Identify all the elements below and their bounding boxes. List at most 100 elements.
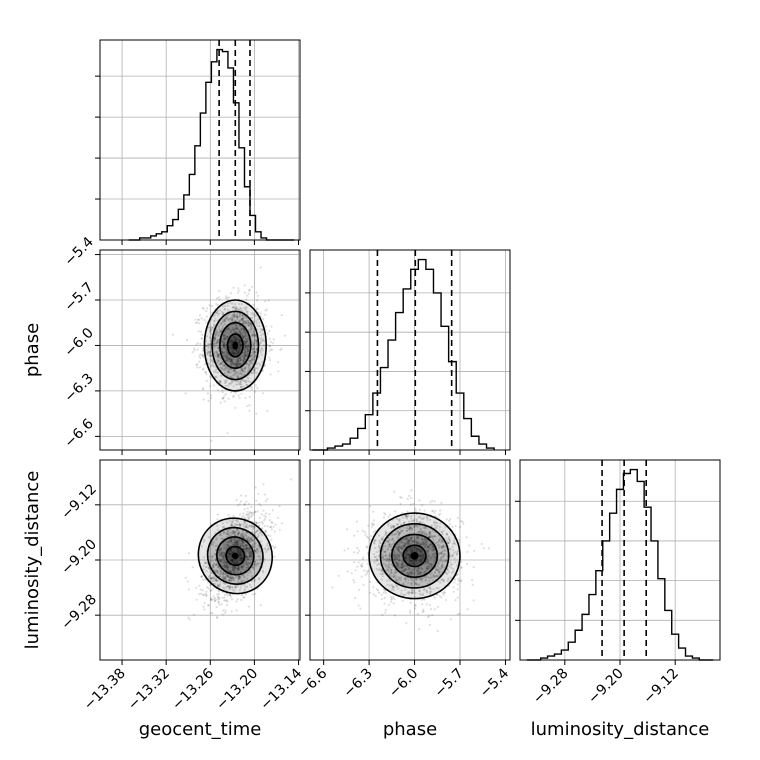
joint-phase-luminosity-distance-point-924 [398,556,401,559]
joint-phase-luminosity-distance-point-280 [430,536,433,539]
joint-geocent-time-luminosity-distance-point-1360 [248,569,252,572]
joint-geocent-time-phase-point-280 [206,352,209,355]
joint-geocent-time-luminosity-distance-point-133 [219,570,222,573]
joint-geocent-time-phase-point-21 [247,337,250,340]
joint-geocent-time-luminosity-distance-point-529 [271,509,274,512]
joint-phase-luminosity-distance-point-849 [429,556,432,560]
joint-geocent-time-phase-point-921 [221,305,224,308]
joint-geocent-time-luminosity-distance-point-34 [219,570,222,573]
joint-geocent-time-phase-point-1173 [202,398,205,401]
joint-geocent-time-luminosity-distance-point-96 [229,531,232,535]
joint-geocent-time-phase-point-690 [239,331,242,334]
joint-geocent-time-phase-point-1189 [249,322,252,325]
joint-phase-luminosity-distance-point-831 [400,592,403,595]
joint-geocent-time-luminosity-distance-point-761 [238,539,241,542]
joint-phase-luminosity-distance-point-516 [440,596,443,599]
joint-geocent-time-luminosity-distance-point-1010 [235,600,238,603]
joint-geocent-time-phase-point-849 [234,380,237,383]
joint-geocent-time-luminosity-distance-point-280 [255,563,259,566]
joint-geocent-time-luminosity-distance-point-202 [226,600,229,603]
joint-geocent-time-luminosity-distance-point-720 [210,577,213,580]
joint-phase-luminosity-distance-point-978 [435,575,438,578]
joint-geocent-time-luminosity-distance-point-578 [224,545,227,548]
joint-phase-luminosity-distance-point-491 [456,553,459,556]
joint-phase-luminosity-distance-point-1030 [429,544,432,547]
joint-geocent-time-phase-point-99 [238,346,241,349]
joint-geocent-time-phase-point-1370 [236,291,239,294]
joint-geocent-time-luminosity-distance-point-195 [243,549,246,552]
joint-geocent-time-luminosity-distance-point-416 [242,534,245,538]
joint-phase-luminosity-distance-point-1479 [439,509,442,512]
joint-geocent-time-phase-point-726 [221,351,224,355]
joint-geocent-time-phase-point-78 [217,354,220,358]
joint-geocent-time-phase-point-978 [232,362,235,365]
joint-geocent-time-luminosity-distance-point-1110 [229,594,232,597]
joint-geocent-time-phase-point-611 [219,362,223,365]
joint-phase-luminosity-distance-point-576 [431,555,434,558]
joint-geocent-time-phase-point-736 [237,361,240,364]
joint-phase-luminosity-distance-point-311 [410,561,413,564]
joint-geocent-time-phase-point-227 [238,363,241,367]
joint-phase-luminosity-distance-point-946 [412,572,415,575]
joint-phase-luminosity-distance-point-784 [390,588,394,591]
joint-geocent-time-luminosity-distance-point-1376 [231,560,234,564]
joint-phase-luminosity-distance-point-1061 [415,547,418,551]
joint-geocent-time-luminosity-distance-point-584 [227,530,230,534]
joint-phase-luminosity-distance-point-1475 [416,613,419,616]
joint-phase-luminosity-distance-point-532 [410,549,413,553]
joint-geocent-time-phase-point-762 [198,355,201,358]
joint-phase-luminosity-distance-point-554 [432,535,435,538]
joint-phase-luminosity-distance-point-716 [435,567,438,570]
joint-phase-luminosity-distance-point-180 [392,596,395,599]
joint-geocent-time-phase-point-875 [226,335,229,339]
joint-phase-luminosity-distance-point-227 [423,547,426,550]
joint-phase-luminosity-distance-point-821 [426,516,429,519]
joint-phase-luminosity-distance-point-925 [393,533,396,536]
joint-geocent-time-luminosity-distance-point-1476 [221,574,225,577]
joint-geocent-time-luminosity-distance-point-28 [234,558,237,562]
joint-phase-luminosity-distance-point-1135 [396,538,399,541]
joint-phase-luminosity-distance-point-138 [356,551,359,555]
joint-phase-luminosity-distance-point-276 [401,529,404,532]
joint-geocent-time-phase-point-984 [256,387,259,390]
joint-geocent-time-luminosity-distance-point-897 [231,566,234,569]
joint-geocent-time-luminosity-distance-point-356 [215,579,218,582]
joint-geocent-time-phase-point-1115 [236,359,239,362]
joint-geocent-time-phase-point-15 [253,333,256,336]
joint-phase-luminosity-distance-point-290 [399,566,402,569]
joint-geocent-time-phase-point-865 [234,307,237,310]
joint-phase-luminosity-distance-point-837 [384,551,387,554]
joint-phase-luminosity-distance-point-840 [459,525,462,529]
joint-geocent-time-luminosity-distance-point-938 [224,566,227,569]
joint-geocent-time-luminosity-distance-point-75 [207,567,210,570]
joint-geocent-time-phase-point-551 [226,296,229,299]
joint-phase-luminosity-distance-point-783 [432,595,435,598]
joint-geocent-time-luminosity-distance-point-1462 [228,519,231,522]
joint-phase-luminosity-distance-point-953 [426,615,430,619]
joint-geocent-time-luminosity-distance-point-165 [238,548,241,552]
joint-geocent-time-luminosity-distance-point-534 [226,543,229,546]
joint-geocent-time-luminosity-distance-point-789 [213,577,216,580]
joint-phase-luminosity-distance-point-938 [434,527,437,530]
joint-phase-luminosity-distance-point-2 [353,534,356,537]
joint-phase-luminosity-distance-point-312 [420,558,423,561]
joint-geocent-time-phase-point-748 [236,318,239,321]
joint-geocent-time-luminosity-distance-point-349 [220,572,223,575]
joint-geocent-time-luminosity-distance-point-577 [226,565,229,568]
joint-geocent-time-luminosity-distance-point-975 [215,580,218,583]
joint-geocent-time-luminosity-distance-point-1252 [225,533,228,536]
joint-geocent-time-luminosity-distance-point-1447 [237,531,241,535]
joint-geocent-time-phase-point-775 [215,339,218,342]
joint-geocent-time-luminosity-distance-point-123 [252,539,255,542]
joint-geocent-time-luminosity-distance-point-263 [239,577,242,580]
joint-geocent-time-phase-point-620 [217,346,220,349]
joint-geocent-time-luminosity-distance-point-172 [253,541,256,544]
joint-phase-luminosity-distance-point-123 [433,571,436,574]
joint-geocent-time-phase-point-980 [191,351,194,354]
joint-geocent-time-phase-point-526 [232,369,235,372]
joint-geocent-time-phase-point-648 [215,311,218,314]
joint-phase-luminosity-distance-point-570 [358,549,361,552]
joint-geocent-time-phase-point-607 [224,367,227,370]
joint-geocent-time-luminosity-distance-point-757 [231,543,234,546]
joint-geocent-time-luminosity-distance-point-1176 [238,503,241,506]
